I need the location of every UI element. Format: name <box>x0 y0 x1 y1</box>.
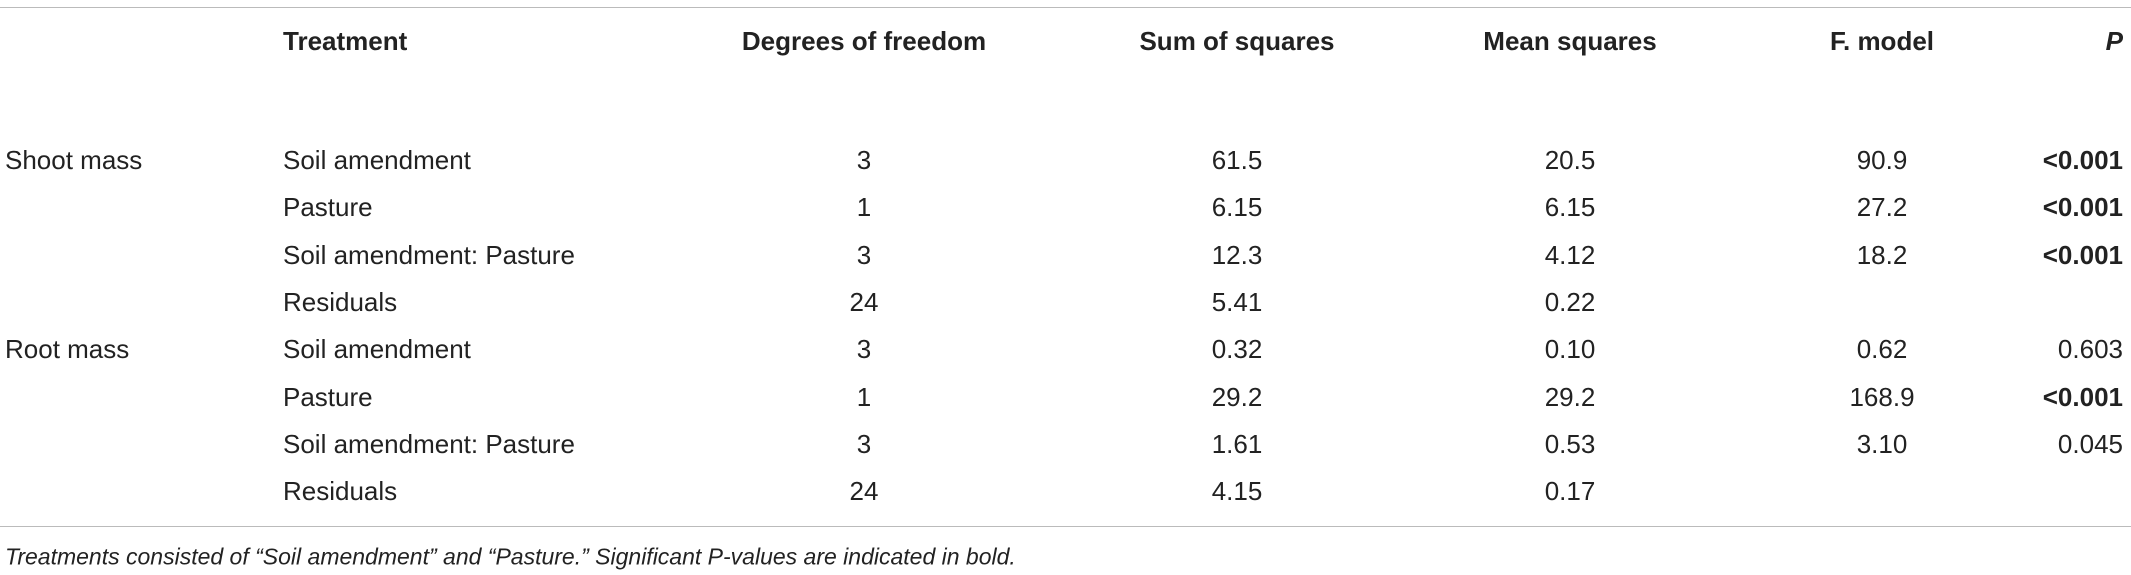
p-value-cell: <0.001 <box>2042 381 2123 412</box>
treatment-cell: Residuals <box>283 476 398 507</box>
mean-squares-cell: 0.10 <box>1544 334 1596 365</box>
df-cell: 3 <box>856 239 872 270</box>
mean-squares-cell: 20.5 <box>1544 145 1596 175</box>
header-cell: Mean squares <box>1483 26 1657 56</box>
p-value-cell: <0.001 <box>2042 239 2123 270</box>
f-model-cell: 3.10 <box>1856 428 1908 459</box>
treatment-cell: Pasture <box>283 192 373 223</box>
header-cell: F. model <box>1829 26 1935 56</box>
mean-squares-cell: 0.53 <box>1544 428 1596 459</box>
sum-squares-cell: 4.15 <box>1211 476 1263 507</box>
f-model-cell: 90.9 <box>1856 145 1908 175</box>
top-rule <box>0 7 2131 8</box>
treatment-cell: Pasture <box>283 381 373 412</box>
sum-squares-cell: 61.5 <box>1211 145 1263 175</box>
sum-squares-cell: 6.15 <box>1211 192 1263 223</box>
df-cell: 3 <box>856 145 872 175</box>
bottom-rule <box>0 526 2131 527</box>
df-cell: 24 <box>849 476 879 507</box>
treatment-cell: Soil amendment <box>283 334 471 365</box>
treatment-cell: Soil amendment: Pasture <box>283 239 575 270</box>
f-model-cell: 18.2 <box>1856 239 1908 270</box>
treatment-cell: Residuals <box>283 286 398 317</box>
treatment-cell: Soil amendment: Pasture <box>283 428 575 459</box>
header-cell: Treatment <box>283 26 408 56</box>
sum-squares-cell: 5.41 <box>1211 286 1263 317</box>
sum-squares-cell: 12.3 <box>1211 239 1263 270</box>
p-value-cell: 0.045 <box>2057 428 2123 459</box>
header-cell: Degrees of freedom <box>741 26 987 56</box>
group-cell: Root mass <box>5 334 130 365</box>
df-cell: 3 <box>856 334 872 365</box>
mean-squares-cell: 0.22 <box>1544 286 1596 317</box>
sum-squares-cell: 0.32 <box>1211 334 1263 365</box>
df-cell: 24 <box>849 286 879 317</box>
p-value-cell: 0.603 <box>2057 334 2123 365</box>
f-model-cell: 0.62 <box>1856 334 1908 365</box>
mean-squares-cell: 29.2 <box>1544 381 1596 412</box>
mean-squares-cell: 4.12 <box>1544 239 1596 270</box>
f-model-cell: 168.9 <box>1849 381 1915 412</box>
p-value-cell: <0.001 <box>2042 192 2123 223</box>
p-value-cell: <0.001 <box>2042 145 2123 175</box>
header-cell: P <box>2105 26 2123 56</box>
header-cell: Sum of squares <box>1139 26 1335 56</box>
sum-squares-cell: 29.2 <box>1211 381 1263 412</box>
df-cell: 3 <box>856 428 872 459</box>
mean-squares-cell: 6.15 <box>1544 192 1596 223</box>
treatment-cell: Soil amendment <box>283 145 471 175</box>
mean-squares-cell: 0.17 <box>1544 476 1596 507</box>
df-cell: 1 <box>856 192 872 223</box>
f-model-cell: 27.2 <box>1856 192 1908 223</box>
df-cell: 1 <box>856 381 872 412</box>
footnote: Treatments consisted of “Soil amendment”… <box>5 543 1016 570</box>
group-cell: Shoot mass <box>5 145 143 175</box>
sum-squares-cell: 1.61 <box>1211 428 1263 459</box>
